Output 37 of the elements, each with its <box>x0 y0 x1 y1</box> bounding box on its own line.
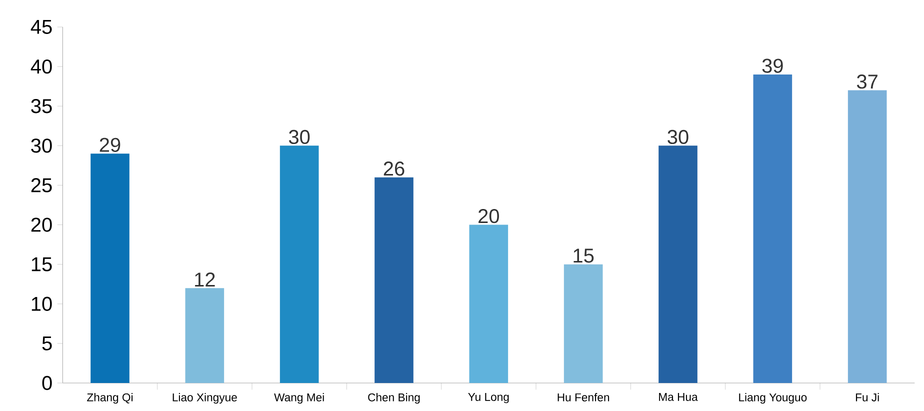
y-tick-label: 20 <box>31 218 52 232</box>
data-label: 29 <box>100 138 120 152</box>
x-tick-label: Yu Long <box>468 393 509 404</box>
y-tick-label: 40 <box>30 59 52 74</box>
data-label: 26 <box>384 162 404 176</box>
bar <box>469 224 508 383</box>
bar <box>185 288 224 383</box>
x-tick-label: Liang Youguo <box>739 393 807 404</box>
y-tick-label: 10 <box>32 296 52 311</box>
x-tick-label: Wang Mei <box>274 393 324 404</box>
data-label: 15 <box>574 248 594 263</box>
bar <box>374 177 414 383</box>
y-tick-label: 25 <box>31 178 52 192</box>
y-tick-label: 35 <box>31 99 52 114</box>
x-tick-label: Hu Fenfen <box>558 393 610 402</box>
x-tick-label: Ma Hua <box>659 393 698 401</box>
data-label: 20 <box>478 209 499 224</box>
data-label: 30 <box>288 130 310 144</box>
bar <box>564 264 603 383</box>
bar <box>90 154 130 383</box>
y-tick-label: 5 <box>42 336 52 350</box>
bar <box>280 146 319 383</box>
x-tick-label: Fu Ji <box>856 393 879 402</box>
bar <box>753 74 792 383</box>
x-tick-label: Zhang Qi <box>87 393 133 404</box>
data-label: 12 <box>195 272 215 286</box>
bar <box>658 146 698 383</box>
y-tick-label: 0 <box>42 376 52 390</box>
data-label: 37 <box>856 74 878 89</box>
y-tick-label: 30 <box>31 138 52 153</box>
data-label: 39 <box>762 58 783 73</box>
bar <box>848 90 887 383</box>
y-tick-label: 45 <box>30 20 52 34</box>
x-tick-label: Chen Bing <box>368 393 420 404</box>
y-tick-label: 15 <box>32 257 52 272</box>
x-tick-label: Liao Xingyue <box>172 393 237 404</box>
data-label: 30 <box>668 130 688 144</box>
